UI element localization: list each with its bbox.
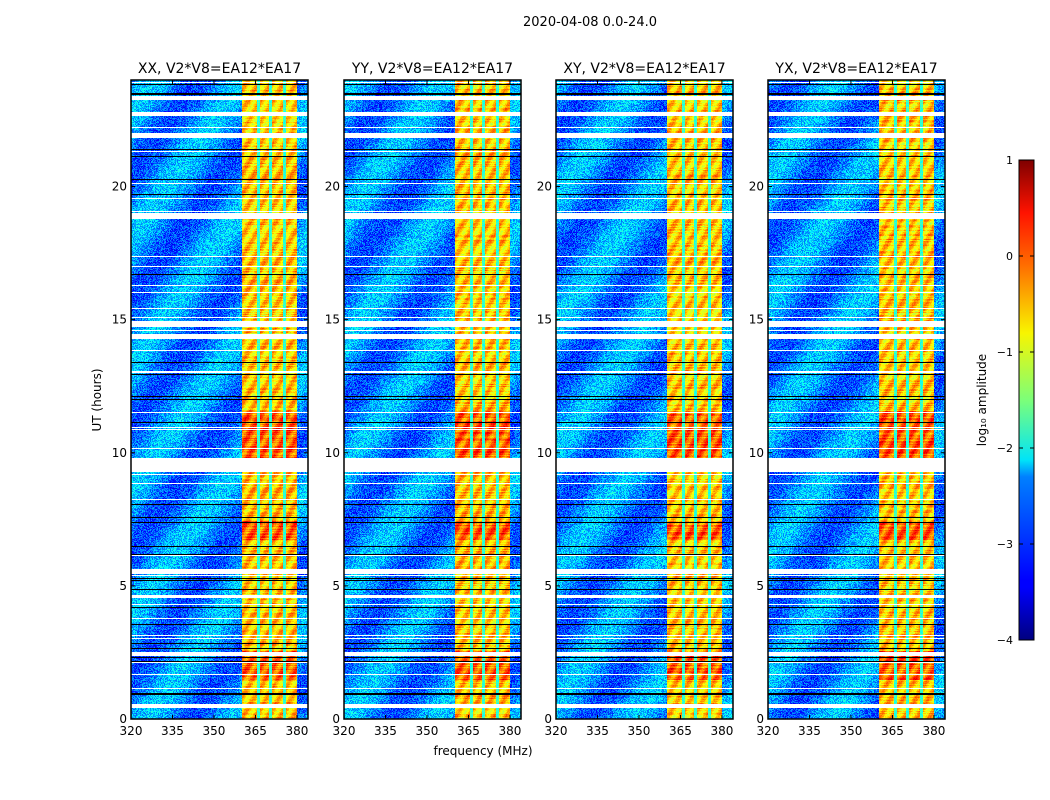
y-tick-label: 5 xyxy=(332,579,340,593)
y-tick-label: 10 xyxy=(325,446,340,460)
x-tick-label: 335 xyxy=(798,724,821,738)
colorbar-tick-label: −3 xyxy=(997,538,1013,551)
spectrogram-xy xyxy=(556,80,733,719)
panel-title: XY, V2*V8=EA12*EA17 xyxy=(563,61,725,77)
y-tick-label: 5 xyxy=(544,579,552,593)
x-tick-label: 320 xyxy=(333,724,356,738)
y-tick-label: 15 xyxy=(325,313,340,327)
y-tick-label: 10 xyxy=(112,446,127,460)
spectrogram-yy xyxy=(344,80,521,719)
x-tick-label: 380 xyxy=(285,724,308,738)
y-tick-label: 0 xyxy=(544,712,552,726)
x-tick-label: 380 xyxy=(498,724,521,738)
x-tick-label: 365 xyxy=(881,724,904,738)
y-tick-label: 5 xyxy=(119,579,127,593)
x-tick-label: 350 xyxy=(628,724,651,738)
y-tick-label: 0 xyxy=(119,712,127,726)
x-tick-label: 335 xyxy=(586,724,609,738)
colorbar xyxy=(1018,159,1035,641)
y-tick-label: 5 xyxy=(756,579,764,593)
y-tick-label: 15 xyxy=(112,313,127,327)
colorbar-label: log₁₀ amplitude xyxy=(975,354,989,446)
colorbar-tick-label: −1 xyxy=(997,346,1013,359)
figure-title: 2020-04-08 0.0-24.0 xyxy=(523,15,657,30)
y-tick-label: 20 xyxy=(537,180,552,194)
colorbar-tick-label: −2 xyxy=(997,442,1013,455)
spectrogram-yx xyxy=(768,80,945,719)
colorbar-tick-label: 0 xyxy=(1006,250,1013,263)
x-tick-label: 320 xyxy=(120,724,143,738)
x-tick-label: 335 xyxy=(374,724,397,738)
y-tick-label: 15 xyxy=(749,313,764,327)
x-tick-label: 350 xyxy=(416,724,439,738)
x-tick-label: 350 xyxy=(840,724,863,738)
panel-title: YY, V2*V8=EA12*EA17 xyxy=(351,61,513,77)
y-tick-label: 20 xyxy=(749,180,764,194)
x-tick-label: 335 xyxy=(161,724,184,738)
x-tick-label: 365 xyxy=(457,724,480,738)
x-tick-label: 350 xyxy=(203,724,226,738)
y-tick-label: 0 xyxy=(332,712,340,726)
x-axis-label: frequency (MHz) xyxy=(433,744,532,758)
spectrogram-xx xyxy=(131,80,308,719)
x-tick-label: 320 xyxy=(757,724,780,738)
x-tick-label: 380 xyxy=(710,724,733,738)
panel-title: YX, V2*V8=EA12*EA17 xyxy=(774,61,937,77)
y-tick-label: 20 xyxy=(112,180,127,194)
x-tick-label: 365 xyxy=(244,724,267,738)
y-tick-label: 10 xyxy=(537,446,552,460)
x-tick-label: 365 xyxy=(669,724,692,738)
panel-frame xyxy=(130,79,309,720)
panel-frame xyxy=(555,79,734,720)
y-tick-label: 10 xyxy=(749,446,764,460)
y-tick-label: 15 xyxy=(537,313,552,327)
y-axis-label: UT (hours) xyxy=(90,368,104,431)
panel-title: XX, V2*V8=EA12*EA17 xyxy=(138,61,301,77)
y-tick-label: 20 xyxy=(325,180,340,194)
y-tick-label: 0 xyxy=(756,712,764,726)
x-tick-label: 320 xyxy=(545,724,568,738)
x-tick-label: 380 xyxy=(922,724,945,738)
panel-frame xyxy=(343,79,522,720)
panel-frame xyxy=(767,79,946,720)
colorbar-tick-label: −4 xyxy=(997,634,1013,647)
colorbar-tick-label: 1 xyxy=(1006,154,1013,167)
